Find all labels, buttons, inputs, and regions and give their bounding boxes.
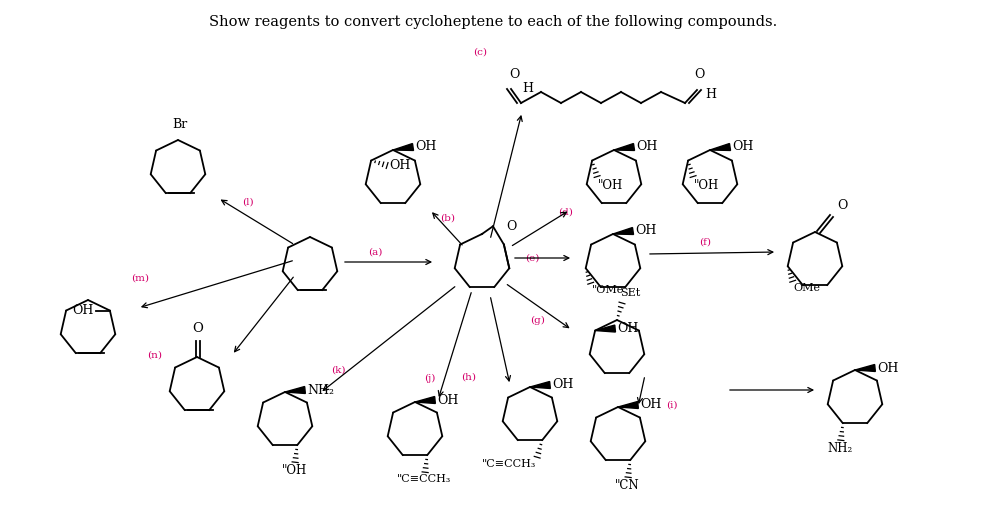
Text: SEt: SEt [620,288,640,298]
Text: OH: OH [636,141,658,154]
Text: "CN: "CN [615,479,640,492]
Text: OH: OH [552,378,574,391]
Text: "OMe: "OMe [592,285,624,295]
Text: O: O [837,199,847,212]
Text: "OH: "OH [694,178,720,191]
Text: Show reagents to convert cycloheptene to each of the following compounds.: Show reagents to convert cycloheptene to… [209,15,777,29]
Text: (i): (i) [667,401,677,409]
Text: (j): (j) [424,373,436,383]
Text: "C≡CCH₃: "C≡CCH₃ [397,474,452,484]
Text: (a): (a) [368,248,383,256]
Text: O: O [694,68,704,81]
Text: (d): (d) [558,207,573,217]
Polygon shape [614,144,635,150]
Text: OH: OH [617,322,639,335]
Polygon shape [855,364,876,372]
Text: O: O [509,68,520,81]
Text: (k): (k) [330,366,345,374]
Text: H: H [522,82,533,95]
Text: (c): (c) [473,48,487,56]
Text: NH₂: NH₂ [307,384,334,397]
Text: (e): (e) [526,253,540,263]
Text: (g): (g) [530,315,545,325]
Text: OH: OH [635,224,657,237]
Text: OH: OH [437,393,458,406]
Text: O: O [192,322,203,335]
Polygon shape [393,144,413,150]
Text: NH₂: NH₂ [827,442,853,455]
Text: (m): (m) [131,273,149,282]
Polygon shape [285,387,306,393]
Polygon shape [710,144,731,150]
Text: "OH: "OH [599,178,623,191]
Text: "OH: "OH [282,464,307,477]
Text: "C≡CCH₃: "C≡CCH₃ [482,459,536,469]
Text: (n): (n) [148,351,163,359]
Text: Br: Br [173,118,187,131]
Text: (f): (f) [699,237,711,247]
Text: OH: OH [415,141,437,154]
Text: OMe: OMe [794,283,820,293]
Text: OH: OH [73,304,94,317]
Text: OH: OH [640,399,662,412]
Polygon shape [415,397,436,403]
Text: OH: OH [877,361,898,374]
Text: O: O [506,220,517,233]
Text: H: H [705,88,716,101]
Polygon shape [613,227,634,235]
Text: OH: OH [732,141,753,154]
Text: (h): (h) [461,373,476,382]
Text: (b): (b) [441,214,456,222]
Text: OH: OH [389,159,410,172]
Text: (l): (l) [243,197,253,206]
Polygon shape [530,382,550,388]
Polygon shape [618,402,638,408]
Polygon shape [596,325,615,332]
